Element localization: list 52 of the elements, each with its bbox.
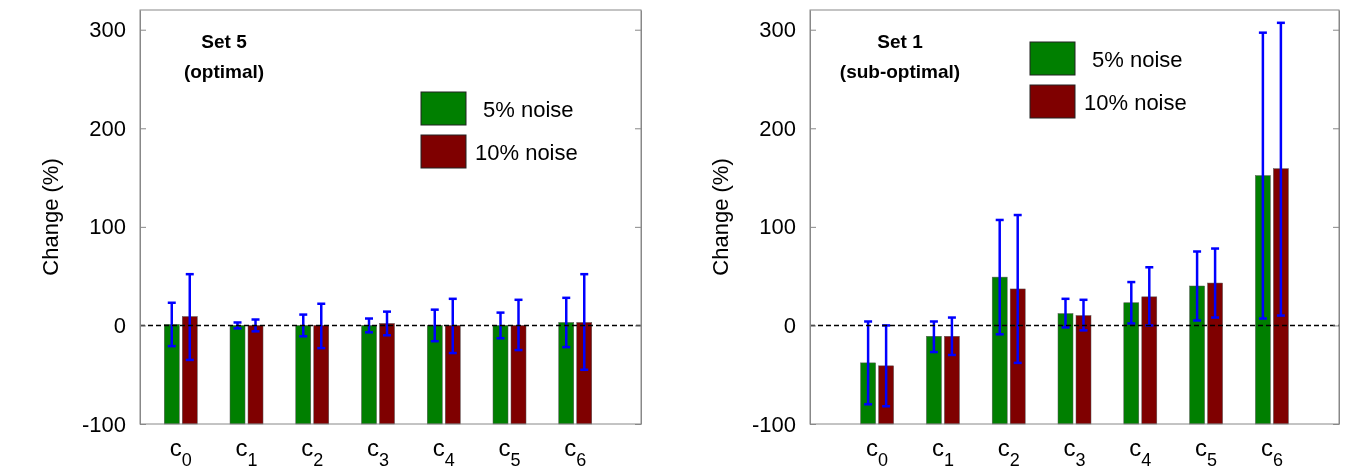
- text: (optimal): [183, 61, 265, 82]
- legend-label: 5% noise: [1092, 47, 1183, 72]
- y-tick-label: 100: [759, 214, 796, 240]
- bar: [1207, 282, 1223, 425]
- x-tick-label: c$_{3}$: [1063, 434, 1086, 468]
- y-tick-label: 200: [89, 115, 126, 141]
- bar: [991, 276, 1008, 425]
- x-tick-label: c$_{2}$: [997, 434, 1020, 468]
- y-tick-label: 300: [89, 17, 126, 43]
- x-tick-label: c$_{4}$: [1129, 434, 1152, 468]
- legend-label: 10% noise: [1084, 90, 1187, 115]
- y-tick-label: 100: [89, 214, 126, 240]
- bar: [558, 322, 574, 425]
- bar: [1141, 296, 1158, 425]
- y-tick-label: 300: [759, 17, 796, 43]
- y-axis-title: Change (%): [708, 158, 733, 276]
- bar: [445, 325, 461, 425]
- x-tick-label: c$_{4}$: [432, 434, 455, 468]
- bar: [295, 325, 312, 425]
- x-tick-label: c$_{1}$: [235, 434, 258, 468]
- y-axis-title: Change (%): [38, 158, 63, 276]
- bar: [313, 325, 330, 425]
- x-tick-label: c$_{3}$: [367, 434, 390, 468]
- x-tick-label: c$_{0}$: [866, 434, 889, 468]
- y-tick-label: 0: [783, 312, 796, 338]
- text: Set 1: [877, 31, 924, 52]
- bar: [379, 323, 395, 425]
- bar: [182, 316, 198, 425]
- y-tick-label: -100: [751, 411, 796, 437]
- x-tick-label: c$_{6}$: [1260, 434, 1283, 468]
- x-tick-label: c$_{5}$: [1195, 434, 1218, 468]
- x-tick-label: c$_{2}$: [301, 434, 324, 468]
- bar: [427, 325, 443, 425]
- bar: [164, 324, 180, 425]
- y-tick-label: 200: [759, 115, 796, 141]
- bar: [926, 336, 942, 425]
- bar: [361, 325, 377, 425]
- x-tick-label: c$_{6}$: [564, 434, 587, 468]
- y-tick-label: -100: [81, 411, 126, 437]
- x-tick-label: c$_{0}$: [169, 434, 192, 468]
- text: (sub-optimal): [839, 61, 961, 82]
- text: Set 5: [201, 31, 248, 52]
- bar: [1123, 302, 1140, 425]
- y-tick-label: 0: [113, 312, 126, 338]
- legend-label: 5% noise: [483, 97, 574, 122]
- legend-label: 10% noise: [475, 140, 578, 165]
- bar: [1255, 175, 1271, 425]
- bar: [1189, 285, 1205, 425]
- x-tick-label: c$_{5}$: [498, 434, 521, 468]
- x-tick-label: c$_{1}$: [931, 434, 954, 468]
- bar: [944, 336, 960, 425]
- bar: [1273, 168, 1289, 425]
